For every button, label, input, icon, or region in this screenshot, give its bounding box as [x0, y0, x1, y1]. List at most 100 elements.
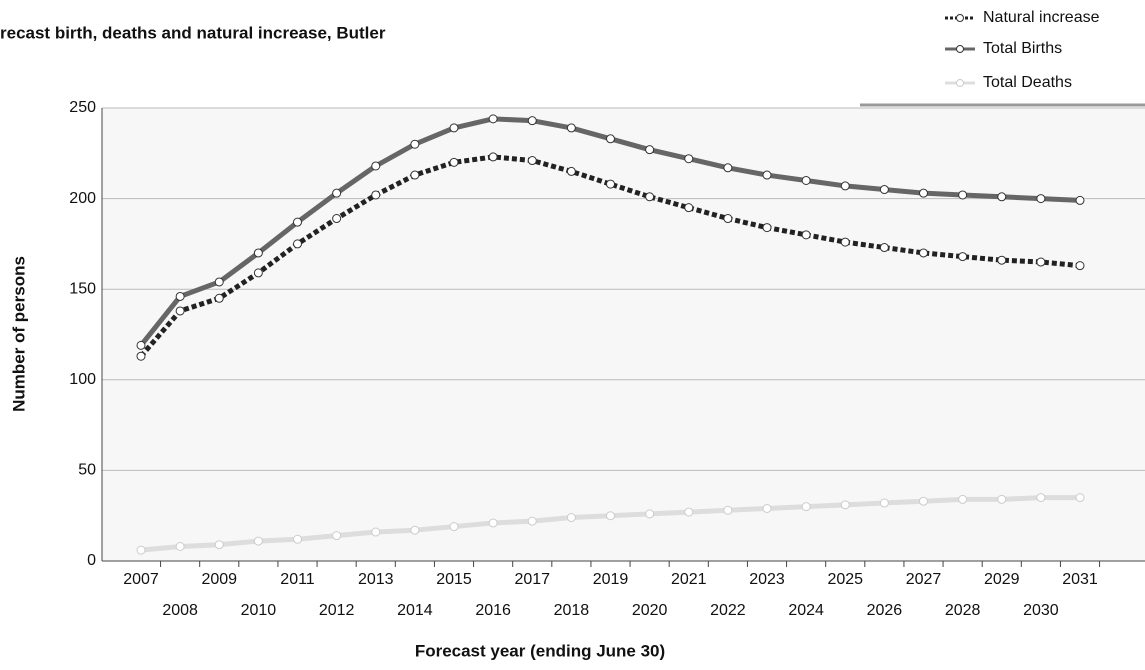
- plot-area: [102, 108, 1145, 561]
- data-point: [723, 163, 733, 173]
- y-axis-label: Number of persons: [9, 256, 28, 412]
- x-tick-label: 2024: [788, 602, 824, 619]
- legend-label: Total Births: [983, 40, 1062, 57]
- data-point: [410, 170, 420, 180]
- data-point: [1036, 257, 1046, 267]
- data-point: [449, 123, 459, 133]
- data-point: [136, 351, 146, 361]
- data-point: [214, 277, 224, 287]
- data-point: [997, 494, 1007, 504]
- data-point: [175, 542, 185, 552]
- data-point: [1036, 493, 1046, 503]
- data-point: [1075, 261, 1085, 271]
- x-tick-label: 2015: [436, 571, 472, 588]
- data-point: [214, 540, 224, 550]
- data-point: [958, 252, 968, 262]
- data-point: [371, 161, 381, 171]
- legend: [860, 0, 1145, 104]
- data-point: [332, 188, 342, 198]
- data-point: [253, 248, 263, 258]
- data-point: [801, 230, 811, 240]
- data-point: [332, 214, 342, 224]
- data-point: [566, 123, 576, 133]
- data-point: [410, 525, 420, 535]
- y-tick-label: 250: [69, 99, 96, 116]
- data-point: [684, 154, 694, 164]
- data-point: [1075, 195, 1085, 205]
- data-point: [488, 518, 498, 528]
- x-tick-label: 2014: [397, 602, 433, 619]
- data-point: [684, 507, 694, 517]
- legend-marker: [956, 45, 964, 53]
- chart-title: recast birth, deaths and natural increas…: [0, 23, 386, 42]
- x-tick-label: 2011: [280, 571, 315, 588]
- data-point: [997, 255, 1007, 265]
- legend-marker: [956, 79, 964, 87]
- data-point: [488, 152, 498, 162]
- data-point: [410, 139, 420, 149]
- data-point: [606, 134, 615, 144]
- data-point: [840, 237, 850, 247]
- data-point: [684, 203, 694, 213]
- legend-label: Total Deaths: [983, 74, 1072, 91]
- x-tick-label: 2020: [632, 602, 668, 619]
- legend-marker: [956, 14, 964, 22]
- y-tick-label: 200: [69, 190, 96, 207]
- x-tick-label: 2023: [749, 571, 785, 588]
- data-point: [253, 268, 263, 278]
- x-tick-label: 2022: [710, 602, 746, 619]
- data-point: [606, 179, 615, 189]
- x-tick-label: 2031: [1062, 571, 1098, 588]
- x-tick-label: 2012: [319, 602, 355, 619]
- data-point: [645, 509, 655, 519]
- data-point: [449, 157, 459, 167]
- data-point: [214, 293, 224, 303]
- data-point: [762, 170, 772, 180]
- data-point: [449, 522, 459, 532]
- data-point: [488, 114, 498, 124]
- data-point: [997, 192, 1007, 202]
- x-tick-label: 2009: [201, 571, 237, 588]
- data-point: [919, 248, 928, 258]
- data-point: [801, 502, 811, 512]
- data-point: [566, 513, 576, 523]
- data-point: [919, 496, 928, 506]
- x-tick-label: 2013: [358, 571, 394, 588]
- data-point: [762, 503, 772, 513]
- x-tick-label: 2016: [475, 602, 511, 619]
- y-tick-label: 50: [78, 462, 96, 479]
- data-point: [293, 217, 302, 227]
- data-point: [332, 531, 342, 541]
- y-tick-label: 100: [69, 371, 96, 388]
- x-tick-label: 2026: [867, 602, 903, 619]
- data-point: [919, 188, 928, 198]
- data-point: [175, 291, 185, 301]
- x-tick-label: 2025: [827, 571, 863, 588]
- data-point: [958, 494, 968, 504]
- data-point: [527, 516, 537, 526]
- data-point: [371, 190, 381, 200]
- data-point: [958, 190, 968, 200]
- data-point: [723, 214, 733, 224]
- x-axis-label: Forecast year (ending June 30): [415, 641, 665, 660]
- x-tick-label: 2030: [1023, 602, 1059, 619]
- x-tick-label: 2018: [554, 602, 590, 619]
- data-point: [527, 116, 537, 126]
- x-tick-label: 2028: [945, 602, 981, 619]
- legend-label: Natural increase: [983, 9, 1100, 26]
- data-point: [1075, 493, 1085, 503]
- data-point: [645, 145, 655, 155]
- data-point: [879, 185, 889, 195]
- data-point: [723, 505, 733, 515]
- x-tick-label: 2008: [162, 602, 198, 619]
- x-tick-label: 2019: [593, 571, 629, 588]
- y-tick-label: 0: [87, 552, 96, 569]
- data-point: [136, 340, 146, 350]
- data-point: [879, 498, 889, 508]
- data-point: [840, 500, 850, 510]
- x-tick-label: 2029: [984, 571, 1020, 588]
- data-point: [566, 166, 576, 176]
- data-point: [1036, 194, 1046, 204]
- data-point: [293, 239, 302, 249]
